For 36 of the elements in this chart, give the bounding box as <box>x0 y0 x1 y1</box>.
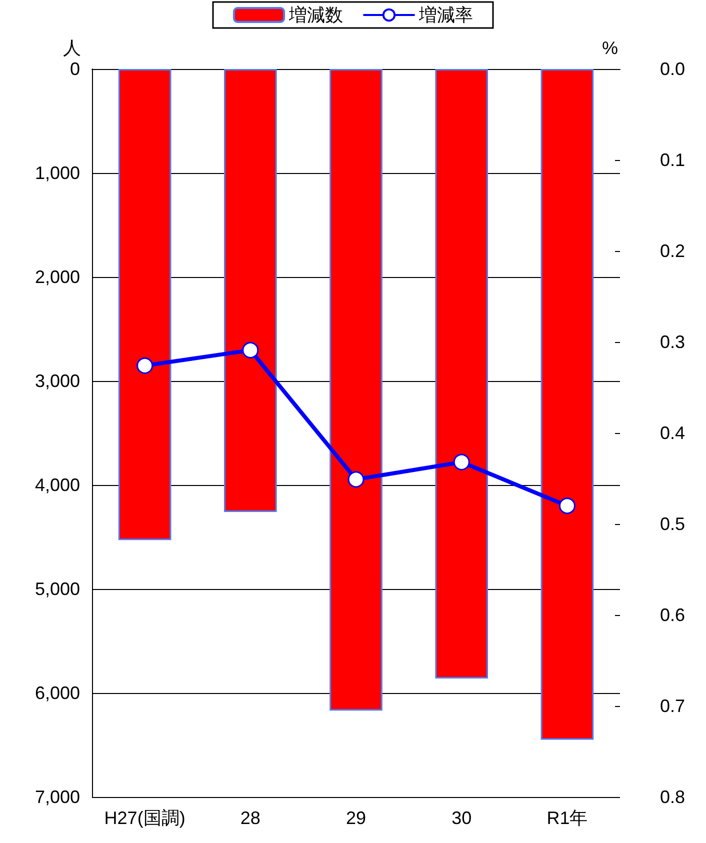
bar <box>330 69 382 711</box>
y2-tick-label: 0.3 <box>660 332 686 352</box>
y-tick-label: 0 <box>70 59 80 79</box>
y2-axis-title: % <box>602 38 618 58</box>
x-tick-label: 30 <box>452 808 472 828</box>
y2-tick-label: 0.7 <box>660 696 686 716</box>
y2-tick-label: 0.1 <box>660 150 686 170</box>
x-tick-label: 28 <box>240 808 260 828</box>
y-tick-label: 3,000 <box>34 371 80 391</box>
x-tick-label: R1年 <box>546 808 588 828</box>
y2-tick-label: 0.2 <box>660 241 686 261</box>
point <box>136 357 154 374</box>
y2-tick-label: 0.6 <box>660 605 686 625</box>
bar <box>435 69 488 678</box>
y-tick-label: 5,000 <box>34 579 80 599</box>
y-tick-label: 7,000 <box>34 787 80 807</box>
y2-tick-label: 0.4 <box>660 423 686 443</box>
y2-tick-label: 0.5 <box>660 514 686 534</box>
x-tick-label: 29 <box>346 808 366 828</box>
x-tick-label: H27(国調) <box>104 808 186 828</box>
y-tick-label: 4,000 <box>34 475 80 495</box>
y-axis-title: 人 <box>63 38 81 58</box>
bar <box>224 69 277 512</box>
point <box>348 471 364 488</box>
legend-label: 増減数 <box>288 5 343 25</box>
point <box>242 342 259 358</box>
point <box>558 498 576 514</box>
legend-label: 増減率 <box>418 5 473 25</box>
bar <box>540 69 594 740</box>
point <box>453 454 470 470</box>
bar <box>118 69 172 540</box>
y2-tick-label: 0.8 <box>660 787 686 807</box>
y-tick-label: 2,000 <box>34 267 80 287</box>
y-tick-label: 1,000 <box>34 163 80 183</box>
y2-tick-label: 0.0 <box>660 59 686 79</box>
y-tick-label: 6,000 <box>34 683 80 703</box>
